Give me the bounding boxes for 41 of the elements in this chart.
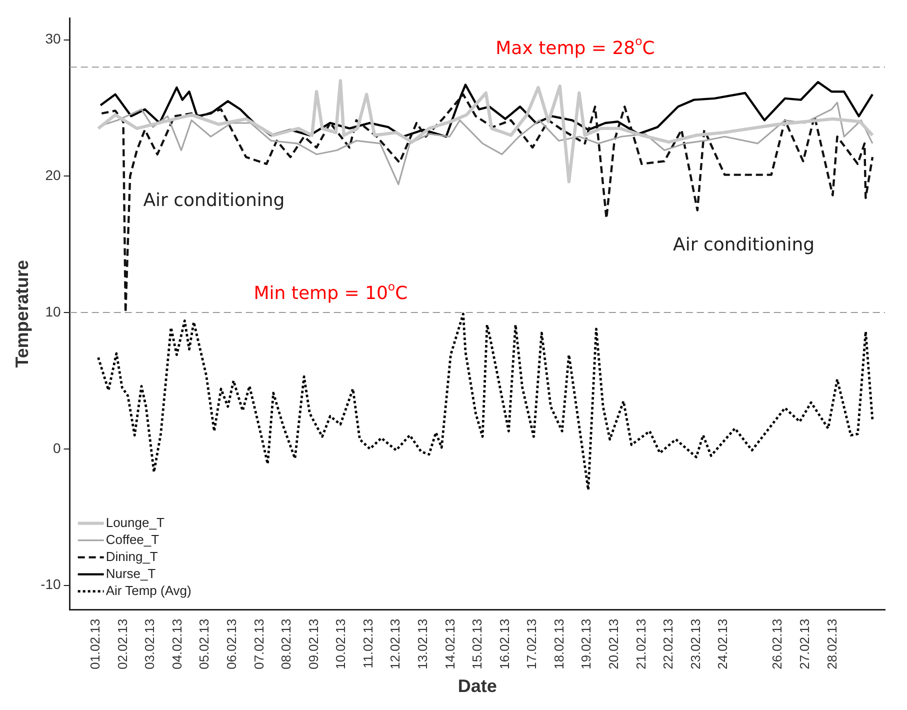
x-tick-label: 13.02.13 [414, 618, 430, 670]
legend-label: Coffee_T [106, 532, 160, 547]
y-tick-label: -10 [40, 576, 62, 592]
x-tick-label: 01.02.13 [88, 618, 103, 670]
x-axis-title: Date [458, 676, 497, 696]
legend-label: Lounge_T [106, 514, 164, 530]
x-tick-label: 12.02.13 [388, 618, 403, 670]
legend-label: Dining_T [106, 548, 158, 564]
y-tick-label: 20 [45, 167, 62, 184]
x-tick-label: 04.02.13 [169, 618, 184, 670]
x-tick-label: 21.02.13 [633, 618, 648, 670]
x-tick-label: 19.02.13 [578, 618, 594, 670]
x-tick-label: 26.02.13 [770, 618, 785, 670]
y-tick-label: 10 [45, 303, 62, 320]
x-tick-label: 17.02.13 [524, 618, 540, 670]
x-tick-label: 02.02.13 [114, 618, 130, 670]
y-axis-title: Temperature [12, 260, 32, 368]
x-tick-label: 20.02.13 [606, 618, 621, 670]
x-tick-label: 14.02.13 [442, 618, 458, 670]
legend-label: Nurse_T [106, 566, 156, 581]
x-tick-label: 16.02.13 [496, 618, 512, 670]
x-tick-label: 23.02.13 [688, 618, 703, 670]
x-tick-label: 15.02.13 [470, 618, 485, 670]
x-tick-label: 22.02.13 [660, 618, 676, 670]
x-tick-label: 08.02.13 [278, 618, 294, 670]
x-tick-label: 03.02.13 [142, 618, 158, 670]
x-tick-label: 18.02.13 [551, 618, 566, 670]
x-tick-label: 07.02.13 [251, 618, 266, 670]
x-tick-label: 28.02.13 [824, 618, 840, 670]
x-tick-label: 11.02.13 [360, 618, 376, 668]
x-tick-label: 24.02.13 [715, 618, 730, 670]
annotation: Air conditioning [143, 190, 285, 212]
y-tick-label: 30 [45, 30, 62, 47]
x-tick-label: 09.02.13 [306, 618, 321, 670]
annotation: Air conditioning [673, 234, 815, 256]
x-tick-label: 27.02.13 [796, 618, 812, 670]
legend-label: Air Temp (Avg) [106, 582, 192, 598]
x-tick-label: 10.02.13 [333, 618, 348, 670]
x-tick-label: 06.02.13 [224, 618, 239, 670]
y-tick-label: 0 [53, 440, 62, 456]
x-tick-label: 05.02.13 [196, 618, 212, 670]
